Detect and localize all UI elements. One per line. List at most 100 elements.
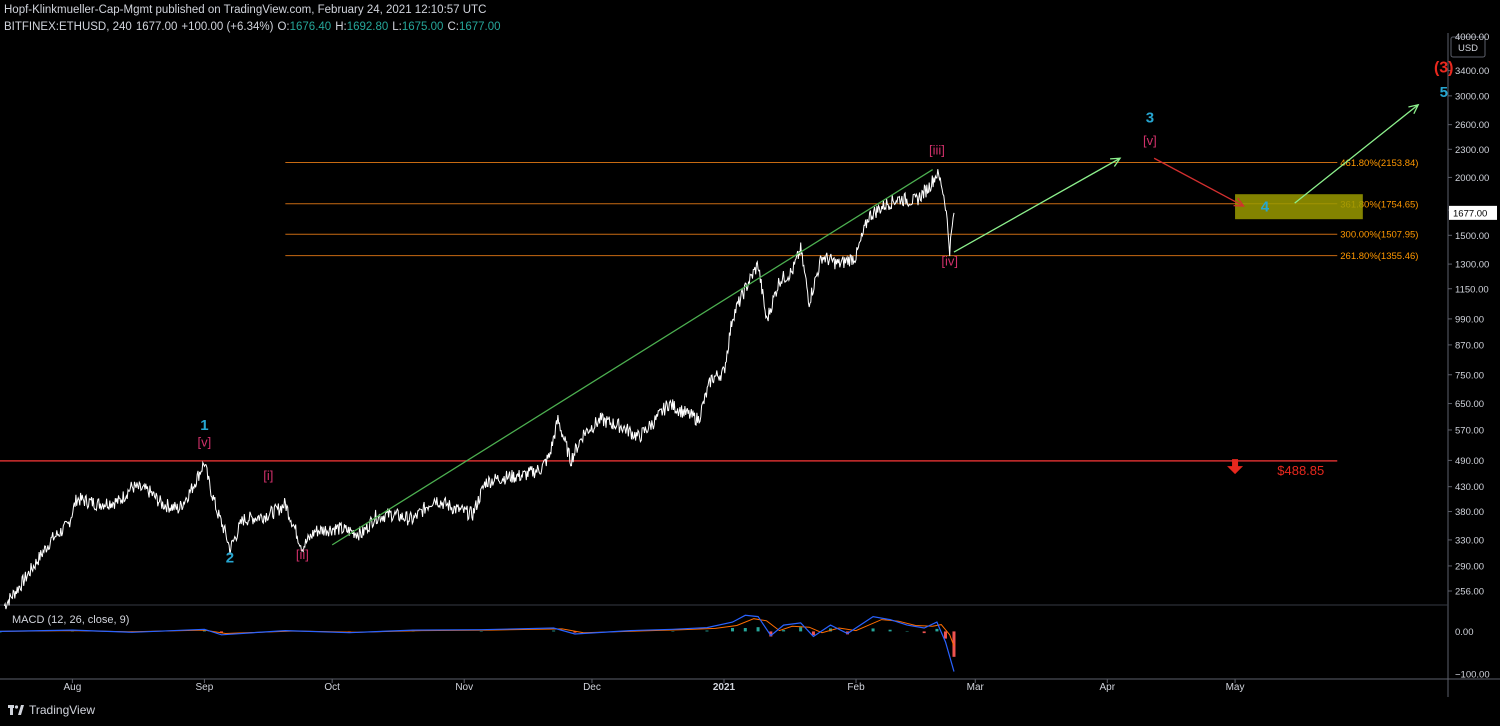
ohlc-line: BITFINEX:ETHUSD, 240 1677.00 +100.00 (+6.3… <box>4 19 505 36</box>
wave-label: [i] <box>263 468 273 483</box>
x-tick-label: Aug <box>64 682 82 693</box>
arrow-head-icon <box>1110 157 1122 167</box>
support-label: $488.85 <box>1277 463 1324 478</box>
macd-y-tick-label: 0.00 <box>1455 627 1474 638</box>
macd-histogram-bar <box>219 631 223 633</box>
y-tick-label: 490.00 <box>1455 456 1484 467</box>
y-tick-label: 1150.00 <box>1455 284 1489 295</box>
x-tick-label: Apr <box>1100 682 1116 693</box>
red-projection-arrow <box>1153 157 1244 207</box>
wave-label: [v] <box>198 435 212 450</box>
currency-box <box>1450 36 1486 58</box>
y-tick-label: 290.00 <box>1455 561 1484 572</box>
macd-histogram-bar <box>731 628 735 632</box>
fib-level-label: 300.00%(1507.95) <box>1340 230 1418 241</box>
macd-histogram-bar <box>573 631 577 633</box>
tradingview-logo[interactable]: TradingView <box>8 703 95 717</box>
macd-histogram-bar <box>799 627 803 632</box>
price-change: +100.00 (+6.34%) <box>181 21 274 33</box>
symbol-label[interactable]: BITFINEX:ETHUSD, 240 <box>4 21 132 33</box>
open-value: 1676.40 <box>289 21 332 33</box>
wave-label: 2 <box>226 549 234 566</box>
target-box-layer <box>1235 194 1363 220</box>
macd-histogram-bar <box>705 630 709 632</box>
last-price-label: 1677.00 <box>1453 208 1487 219</box>
arrow-head-icon <box>1233 197 1245 207</box>
macd-line <box>0 614 955 672</box>
macd-histogram-bar <box>871 628 875 632</box>
trend-line <box>331 168 934 546</box>
low-label: L: <box>392 21 402 33</box>
support-layer: $488.85 <box>0 459 1338 478</box>
macd-label: MACD (12, 26, close, 9) <box>12 614 129 626</box>
tradingview-brand: TradingView <box>29 703 96 717</box>
high-value: 1692.80 <box>346 21 389 33</box>
y-tick-label: 990.00 <box>1455 314 1484 325</box>
x-tick-label: 2021 <box>713 682 736 693</box>
arrow-head-icon <box>1408 103 1420 115</box>
y-tick-label: 3000.00 <box>1455 91 1489 102</box>
fib-level-label: 361.80%(1754.65) <box>1340 199 1418 210</box>
wave-label: 1 <box>200 417 208 434</box>
fib-level-label: 261.80%(1355.46) <box>1340 251 1418 262</box>
x-tick-label: Mar <box>967 682 985 693</box>
y-tick-label: 256.00 <box>1455 587 1484 598</box>
y-tick-label: 2600.00 <box>1455 120 1489 131</box>
macd-histogram-bar <box>922 631 926 634</box>
fib-level-label: 461.80%(2153.84) <box>1340 158 1418 169</box>
x-tick-label: Sep <box>196 682 214 693</box>
x-tick-label: May <box>1226 682 1245 693</box>
macd-histogram-bar <box>743 628 747 632</box>
macd-histogram-bar <box>935 628 939 632</box>
y-tick-label: 380.00 <box>1455 507 1484 518</box>
y-tick-label: 750.00 <box>1455 370 1484 381</box>
x-tick-label: Dec <box>583 682 601 693</box>
target-zone-box <box>1235 194 1363 220</box>
last-price-tag <box>1449 205 1497 220</box>
x-tick-label: Oct <box>324 682 340 693</box>
green-projection-arrow <box>953 157 1121 253</box>
macd-signal-line <box>0 618 955 647</box>
drawing-layer <box>331 103 1420 546</box>
macd-layer: MACD (12, 26, close, 9) 0.00 −100.00 <box>0 614 1490 680</box>
x-tick-label: Nov <box>455 682 473 693</box>
chart-header: Hopf-Klinkmueller-Cap-Mgmt published on … <box>4 2 505 36</box>
macd-histogram-bar <box>952 631 956 657</box>
tradingview-logo-icon <box>8 705 24 715</box>
open-label: O: <box>277 21 290 33</box>
price-series-line <box>3 169 955 610</box>
publish-line: Hopf-Klinkmueller-Cap-Mgmt published on … <box>4 4 487 16</box>
macd-histogram-bar <box>888 629 892 632</box>
wave-label: 4 <box>1261 198 1270 215</box>
y-tick-label: 650.00 <box>1455 399 1484 410</box>
fib-layer: 461.80%(2153.84) 361.80%(1754.65) 300.00%(… <box>285 158 1418 262</box>
macd-histogram-bar <box>943 631 947 639</box>
y-tick-label: 330.00 <box>1455 535 1484 546</box>
macd-y-tick-label: −100.00 <box>1455 669 1490 680</box>
high-label: H: <box>335 21 347 33</box>
y-tick-label: 1300.00 <box>1455 260 1489 271</box>
y-tick-label: 4000.00 <box>1455 32 1489 43</box>
green-projection-arrow <box>1294 104 1419 204</box>
wave-label-layer: 1[v][i]2 [ii][iii][iv]3[v]4(3)5 <box>198 59 1454 566</box>
macd-histogram-bar <box>202 630 206 632</box>
wave-label: [iv] <box>941 254 958 269</box>
last-price: 1677.00 <box>135 21 178 33</box>
macd-histogram-bar <box>811 631 815 636</box>
macd-histogram-bar <box>756 627 760 632</box>
wave-label: (3) <box>1434 59 1454 76</box>
y-tick-label: 430.00 <box>1455 482 1484 493</box>
wave-label: [v] <box>1143 133 1157 148</box>
wave-label: 5 <box>1440 84 1448 101</box>
y-tick-label: 2300.00 <box>1455 145 1489 156</box>
macd-histogram-bar <box>552 630 556 632</box>
wave-label: [iii] <box>929 143 945 158</box>
price-layer: 1677.00 <box>3 169 1497 610</box>
y-tick-label: 2000.00 <box>1455 173 1489 184</box>
close-value: 1677.00 <box>458 21 501 33</box>
y-tick-label: 3400.00 <box>1455 66 1489 77</box>
currency-label: USD <box>1458 43 1478 54</box>
y-tick-label: 570.00 <box>1455 425 1484 436</box>
close-label: C: <box>447 21 459 33</box>
